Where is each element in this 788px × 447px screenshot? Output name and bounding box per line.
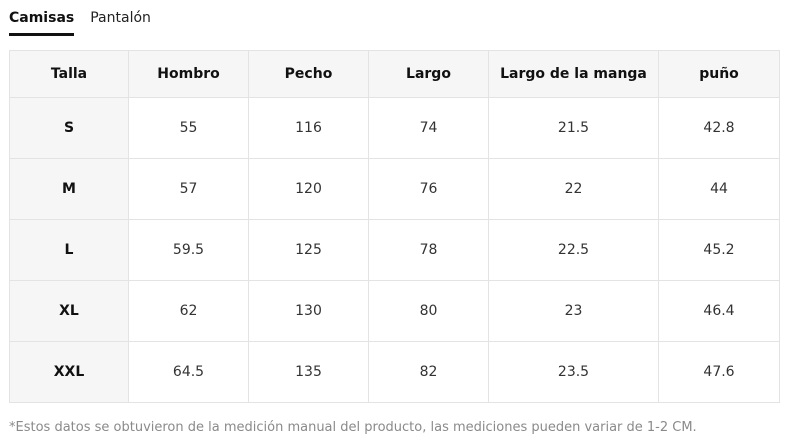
header-largo-manga: Largo de la manga xyxy=(488,50,659,98)
table-cell: 23.5 xyxy=(488,341,659,403)
table-header-row: Talla Hombro Pecho Largo Largo de la man… xyxy=(9,50,780,98)
size-cell: L xyxy=(9,219,129,281)
table-cell: 82 xyxy=(368,341,489,403)
header-puno: puño xyxy=(658,50,780,98)
table-cell: 44 xyxy=(658,158,780,220)
size-cell: S xyxy=(9,97,129,159)
table-cell: 22.5 xyxy=(488,219,659,281)
tab-camisas[interactable]: Camisas xyxy=(9,0,75,36)
table-cell: 59.5 xyxy=(128,219,249,281)
size-cell: M xyxy=(9,158,129,220)
table-cell: 62 xyxy=(128,280,249,342)
table-cell: 135 xyxy=(248,341,369,403)
table-cell: 57 xyxy=(128,158,249,220)
size-cell: XL xyxy=(9,280,129,342)
table-cell: 21.5 xyxy=(488,97,659,159)
tab-pantalon[interactable]: Pantalón xyxy=(90,10,151,26)
header-hombro: Hombro xyxy=(128,50,249,98)
header-pecho: Pecho xyxy=(248,50,369,98)
size-chart-table: Talla Hombro Pecho Largo Largo de la man… xyxy=(9,50,780,403)
table-cell: 64.5 xyxy=(128,341,249,403)
measurement-note: *Estos datos se obtuvieron de la medició… xyxy=(9,420,697,435)
table-row: XL 62 130 80 23 46.4 xyxy=(9,280,780,342)
table-cell: 22 xyxy=(488,158,659,220)
table-cell: 47.6 xyxy=(658,341,780,403)
table-cell: 116 xyxy=(248,97,369,159)
table-row: XXL 64.5 135 82 23.5 47.6 xyxy=(9,341,780,403)
table-cell: 78 xyxy=(368,219,489,281)
table-cell: 130 xyxy=(248,280,369,342)
table-cell: 125 xyxy=(248,219,369,281)
table-row: S 55 116 74 21.5 42.8 xyxy=(9,97,780,159)
size-cell: XXL xyxy=(9,341,129,403)
table-cell: 46.4 xyxy=(658,280,780,342)
table-cell: 80 xyxy=(368,280,489,342)
table-row: M 57 120 76 22 44 xyxy=(9,158,780,220)
table-cell: 74 xyxy=(368,97,489,159)
header-talla: Talla xyxy=(9,50,129,98)
table-cell: 42.8 xyxy=(658,97,780,159)
table-cell: 120 xyxy=(248,158,369,220)
table-cell: 45.2 xyxy=(658,219,780,281)
table-cell: 23 xyxy=(488,280,659,342)
table-row: L 59.5 125 78 22.5 45.2 xyxy=(9,219,780,281)
table-cell: 76 xyxy=(368,158,489,220)
size-tabs: Camisas Pantalón xyxy=(9,0,167,36)
table-cell: 55 xyxy=(128,97,249,159)
header-largo: Largo xyxy=(368,50,489,98)
